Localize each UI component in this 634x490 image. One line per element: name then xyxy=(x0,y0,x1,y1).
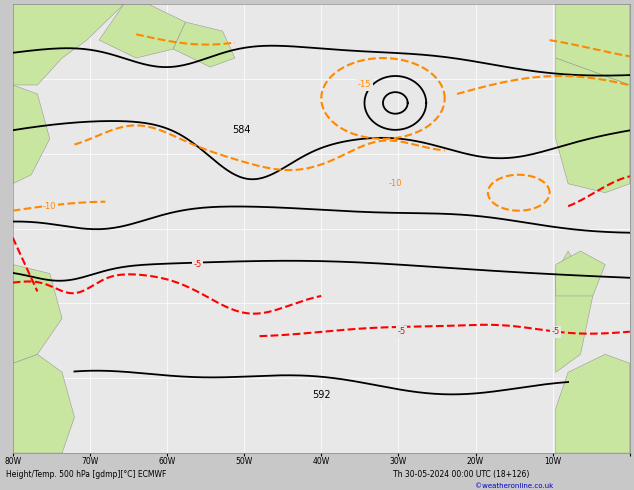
Text: -10: -10 xyxy=(43,202,56,211)
Text: Th 30-05-2024 00:00 UTC (18+126): Th 30-05-2024 00:00 UTC (18+126) xyxy=(393,470,529,479)
Text: -5: -5 xyxy=(398,327,406,336)
Polygon shape xyxy=(173,22,235,67)
Polygon shape xyxy=(99,4,186,58)
Polygon shape xyxy=(13,85,49,184)
Polygon shape xyxy=(556,4,630,85)
Polygon shape xyxy=(556,251,593,372)
Text: -15: -15 xyxy=(358,80,372,90)
Polygon shape xyxy=(556,251,605,296)
Polygon shape xyxy=(556,354,630,453)
Text: ©weatheronline.co.uk: ©weatheronline.co.uk xyxy=(476,483,553,489)
Polygon shape xyxy=(13,354,74,453)
Text: -5: -5 xyxy=(552,327,560,336)
Text: -10: -10 xyxy=(389,179,402,188)
Text: 584: 584 xyxy=(232,125,250,135)
Text: -5: -5 xyxy=(194,260,202,269)
Polygon shape xyxy=(13,4,124,85)
Text: Height/Temp. 500 hPa [gdmp][°C] ECMWF: Height/Temp. 500 hPa [gdmp][°C] ECMWF xyxy=(6,470,167,479)
Polygon shape xyxy=(13,265,62,363)
Polygon shape xyxy=(556,58,630,193)
Text: 592: 592 xyxy=(312,390,330,400)
